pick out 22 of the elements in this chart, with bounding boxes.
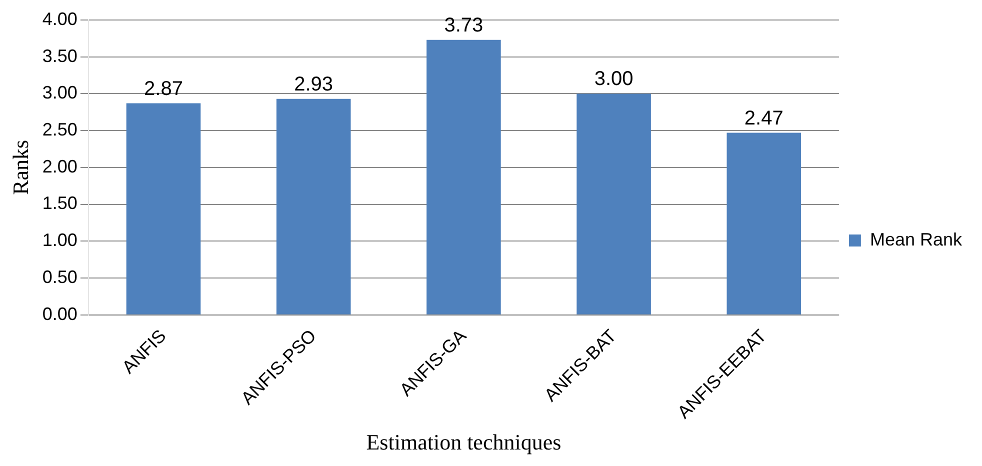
y-tick-label: 1.50 (42, 193, 78, 214)
bar (426, 40, 501, 314)
text: 2.87 (144, 78, 183, 100)
y-tick-label: 2.50 (42, 120, 78, 140)
y-tick-label: 0.00 (42, 304, 78, 324)
y-tick-label: 3.50 (42, 46, 78, 66)
text: 3.73 (444, 14, 484, 36)
bar (576, 94, 651, 314)
y-tick-label: 1.00 (42, 230, 78, 250)
y-axis-title: Ranks (8, 140, 33, 195)
y-tick-label: 4.00 (42, 8, 78, 29)
x-axis-title: Estimation techniques (366, 430, 562, 455)
y-tick-label: 2.00 (42, 156, 78, 176)
bar (126, 103, 201, 314)
y-tick-label: 3.00 (42, 82, 78, 103)
text: 3.00 (594, 68, 634, 90)
y-tick-label: 0.50 (42, 266, 78, 287)
legend-label: Mean Rank (870, 229, 963, 250)
text: 2.93 (294, 73, 334, 96)
text: 2.47 (744, 107, 784, 130)
bar (726, 132, 802, 314)
bar (276, 98, 351, 314)
